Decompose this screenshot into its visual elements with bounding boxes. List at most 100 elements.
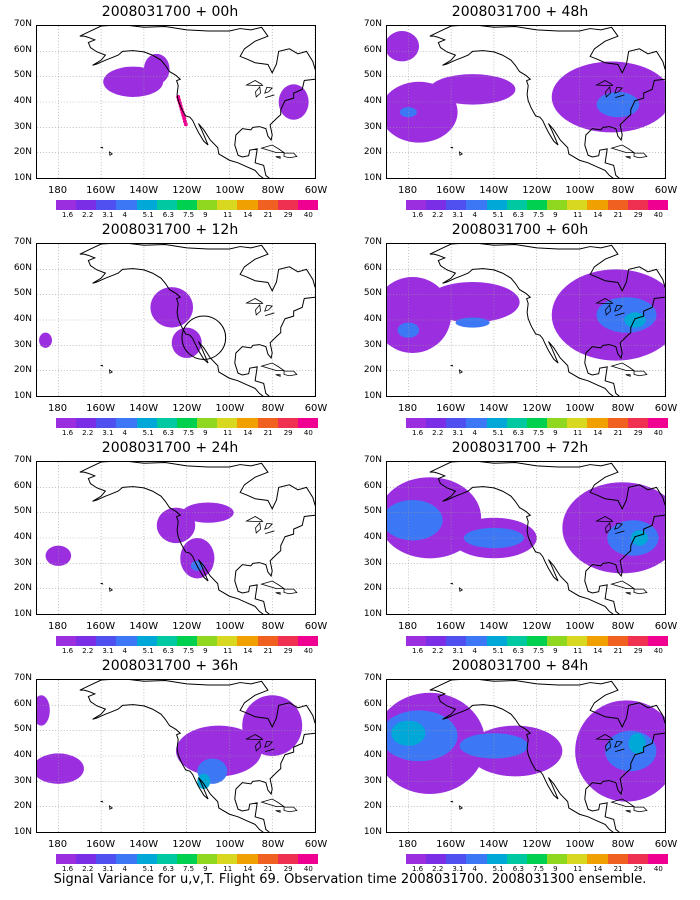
colorbar-swatch [567, 200, 588, 210]
colorbar-label: 6.3 [512, 211, 524, 219]
colorbar-swatch [446, 418, 467, 428]
lat-label: 10N [363, 173, 382, 183]
colorbar-swatch [607, 854, 628, 864]
lat-label: 30N [363, 775, 382, 786]
colorbar-label: 7.5 [532, 211, 545, 219]
colorbar-label: 6.3 [512, 647, 524, 655]
colorbar-label: 2.2 [82, 211, 94, 219]
lon-label: 140W [129, 621, 159, 632]
lon-label: 100W [215, 185, 245, 196]
lon-label: 160W [86, 839, 116, 850]
colorbar-label: 6.3 [162, 211, 174, 219]
colorbar-swatch [116, 854, 137, 864]
lat-label: 20N [363, 365, 382, 376]
colorbar-swatch [506, 200, 527, 210]
lon-label: 140W [129, 403, 159, 414]
lat-label: 40N [13, 532, 32, 542]
colorbar-swatch [486, 418, 507, 428]
colorbar-swatch [506, 854, 527, 864]
colorbar-swatch [217, 418, 238, 428]
colorbar-swatch [627, 418, 648, 428]
colorbar-swatch [297, 854, 319, 864]
colorbar-labels: 1.6 2.2 3.1 4 5.1 6.3 7.5 9 11 14 21 29 40 [56, 865, 318, 873]
lon-label: 60W [304, 185, 328, 196]
colorbar-label: 5.1 [142, 211, 154, 219]
lon-label: 160W [436, 185, 466, 196]
lat-label: 70N [13, 455, 32, 465]
map-panel: 2008031700 + 48h 70N 60N 50N 40N 30N 20N 10N 18… [350, 4, 690, 222]
map-frame [386, 679, 666, 833]
map-frame [36, 243, 316, 397]
colorbar-label: 6.3 [512, 865, 524, 873]
map-frame [36, 25, 316, 179]
lon-label: 140W [479, 621, 509, 632]
colorbar-label: 14 [593, 865, 603, 873]
lat-label: 40N [363, 750, 382, 760]
colorbar-swatch [197, 200, 218, 210]
colorbar-swatch [217, 200, 238, 210]
lat-label: 20N [363, 801, 382, 812]
map-svg [37, 462, 315, 614]
colorbar-label: 5.1 [492, 865, 504, 873]
signal-variance-shading [45, 502, 234, 579]
colorbar-label: 1.6 [62, 429, 74, 437]
colorbar-label: 14 [243, 865, 253, 873]
signal-variance-shading [37, 695, 303, 789]
colorbar-swatch [466, 418, 487, 428]
lat-label: 10N [363, 609, 382, 619]
islands [449, 580, 648, 595]
colorbar-label: 11 [223, 211, 233, 219]
colorbar-swatch [76, 418, 97, 428]
colorbar-swatch [547, 636, 568, 646]
colorbar-label: 1.6 [412, 865, 424, 873]
colorbar-swatch [56, 854, 77, 864]
lat-label: 20N [13, 147, 32, 158]
signal-variance-shading [387, 692, 665, 802]
signal-variance-shading [387, 477, 665, 574]
colorbar-swatch [116, 418, 137, 428]
lon-label: 140W [479, 403, 509, 414]
lat-label: 20N [13, 583, 32, 594]
colorbar-swatch [627, 636, 648, 646]
great-lakes [245, 734, 275, 753]
colorbar-swatch [197, 854, 218, 864]
coastline [79, 462, 315, 614]
colorbar-swatch [257, 854, 278, 864]
colorbar-swatch [647, 200, 669, 210]
lon-label: 120W [522, 621, 552, 632]
graticule [387, 26, 665, 178]
colorbar-swatch [176, 200, 198, 210]
colorbar-label: 3.1 [102, 429, 114, 437]
colorbar-label: 7.5 [182, 429, 195, 437]
colorbar-label: 1.6 [412, 647, 424, 655]
colorbar-label: 3.1 [452, 429, 464, 437]
great-lakes [595, 298, 625, 317]
map-panel: 2008031700 + 84h 70N 60N 50N 40N 30N 20N 10N 18… [350, 658, 690, 876]
colorbar-label: 7.5 [532, 429, 545, 437]
lat-label: 60N [363, 698, 382, 709]
colorbar-swatch [446, 636, 467, 646]
map-panel: 2008031700 + 24h 70N 60N 50N 40N 30N 20N 10N 18… [0, 440, 340, 658]
lat-label: 50N [363, 506, 382, 517]
colorbar-label: 14 [243, 429, 253, 437]
colorbar [406, 854, 669, 864]
colorbar-swatch [526, 418, 548, 428]
colorbar [406, 636, 669, 646]
map-svg [387, 244, 665, 396]
colorbar-swatch [277, 854, 298, 864]
colorbar-swatch [647, 854, 669, 864]
great-lakes [595, 80, 625, 99]
colorbar-label: 3.1 [102, 647, 114, 655]
colorbar-label: 7.5 [532, 647, 545, 655]
colorbar-label: 9 [553, 429, 558, 437]
lon-label: 80W [261, 839, 285, 850]
map-svg [387, 680, 665, 832]
colorbar-swatch [297, 418, 319, 428]
colorbar [56, 636, 319, 646]
colorbar-label: 9 [203, 647, 208, 655]
colorbar-label: 9 [203, 865, 208, 873]
colorbar-labels: 1.6 2.2 3.1 4 5.1 6.3 7.5 9 11 14 21 29 40 [56, 647, 318, 655]
colorbar-swatch [156, 854, 177, 864]
panel-title: 2008031700 + 36h [101, 658, 239, 674]
colorbar-label: 3.1 [452, 865, 464, 873]
